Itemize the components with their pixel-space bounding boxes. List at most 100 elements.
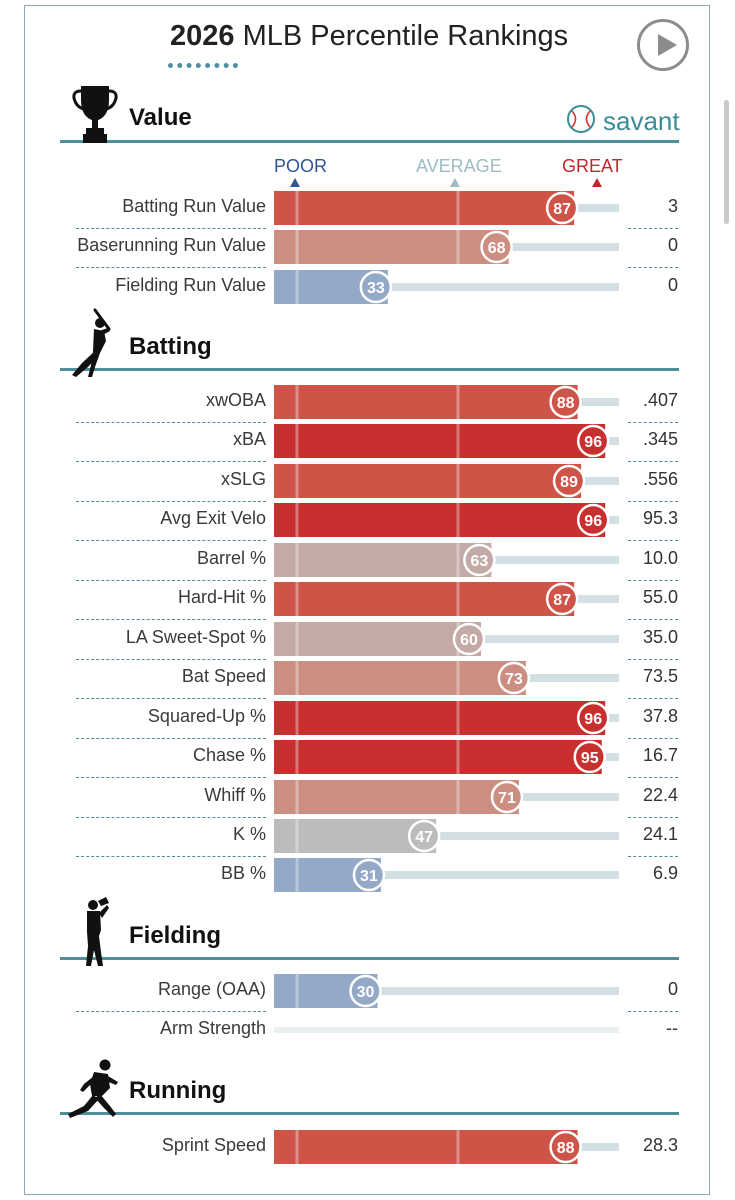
row-separator [76,737,266,739]
row-separator [76,855,266,857]
gridline [295,858,299,893]
bar-track [387,282,619,291]
metric-value: 16.7 [642,745,678,766]
percentile-badge [573,740,606,774]
row-separator [628,737,678,739]
fielder-icon [78,896,112,973]
percentile-badge [549,1130,582,1164]
percentile-bar-chart: 30 [274,974,619,1008]
percentile-bar [274,582,575,617]
gridline [295,542,299,577]
metric-label: Hard-Hit % [177,587,266,608]
section-title-value: Value [129,104,192,131]
gridline [456,542,460,577]
percentile-value-label: 73 [505,671,523,688]
metric-label: xSLG [220,468,266,489]
metric-value: 0 [667,235,678,256]
percentile-value-label: 87 [553,201,571,218]
metric-label: Sprint Speed [161,1135,266,1155]
percentile-badge [407,819,441,853]
page-title: 2026 MLB Percentile Rankings [170,20,568,53]
row-separator [628,500,678,502]
metric-label: K % [232,823,266,844]
gridline [295,424,299,459]
row-separator [628,777,678,779]
bar-track [574,595,619,604]
percentile-bar-chart: 68 [274,230,619,265]
percentile-bar-chart: 96 [274,503,619,538]
average-arrow-icon [450,178,460,187]
metric-label: Arm Strength [159,1018,266,1039]
metric-label: LA Sweet-Spot % [125,626,266,647]
percentile-bar [274,621,481,656]
baseball-icon [566,104,596,141]
metric-value: 73.5 [642,666,678,687]
gridline [456,463,460,498]
gridline [295,463,299,498]
row-separator [76,267,266,269]
metric-value: 0 [667,274,678,295]
row-separator [76,777,266,779]
metric-label: Avg Exit Velo [160,508,266,529]
percentile-value-label: 60 [460,632,478,649]
percentile-bar-chart: 87 [274,582,619,617]
row-separator [628,461,678,463]
metric-label: Squared-Up % [147,705,266,726]
trophy-icon [72,82,118,151]
percentile-bar [274,424,606,459]
row-separator [628,579,678,581]
great-arrow-icon [592,178,602,187]
percentile-bar-chart: 71 [274,779,619,814]
percentile-bar [274,463,582,498]
percentile-value-label: 96 [584,434,602,451]
bar-track [380,871,619,880]
row-separator [628,422,678,423]
gridline [295,1130,299,1164]
percentile-bar-chart [274,1027,619,1034]
percentile-bar-chart: 63 [274,542,619,577]
percentile-value-label: 71 [498,790,516,807]
percentile-bar [274,661,526,696]
gridline [456,191,460,225]
row-separator [628,619,678,621]
scrollbar[interactable] [724,100,729,224]
gridline [295,385,299,419]
gridline [456,385,460,419]
percentile-bar-chart: 47 [274,818,619,853]
gridline [456,230,460,265]
bar-track [436,831,619,840]
metric-label: Whiff % [204,784,266,805]
metric-label: Bat Speed [181,666,266,687]
legend-great: GREAT [562,156,623,176]
section-title-running: Running [129,1077,227,1104]
metric-label: Chase % [192,745,266,766]
bar-track [577,398,619,406]
section-rule-fielding [60,957,679,960]
gridline [295,230,299,265]
percentile-bar [274,740,602,775]
percentile-badge [549,385,582,419]
percentile-badge [545,583,579,616]
percentile-bar-chart: 88 [274,385,619,419]
section-rule-value [60,140,679,143]
row-separator [76,619,266,621]
brand-name: savant [603,106,680,136]
row-separator [76,579,266,581]
section-title-fielding: Fielding [129,922,221,949]
percentile-bar-chart: 87 [274,191,619,225]
poor-arrow-icon [290,178,300,187]
percentile-bar-chart: 96 [274,424,619,459]
percentile-badge [576,701,610,734]
section-rule-running [60,1112,679,1115]
metric-value: 3 [667,196,678,216]
percentile-bar [274,1130,578,1164]
play-button[interactable] [637,19,689,71]
title-text: MLB Percentile Rankings [242,20,569,52]
empty-track [274,1027,619,1034]
legend-poor: POOR [274,156,328,176]
runner-icon [64,1058,122,1127]
metric-label: Batting Run Value [122,196,266,216]
metric-label: Baserunning Run Value [77,235,266,256]
row-separator [628,658,678,660]
metric-value: 37.8 [642,705,678,726]
